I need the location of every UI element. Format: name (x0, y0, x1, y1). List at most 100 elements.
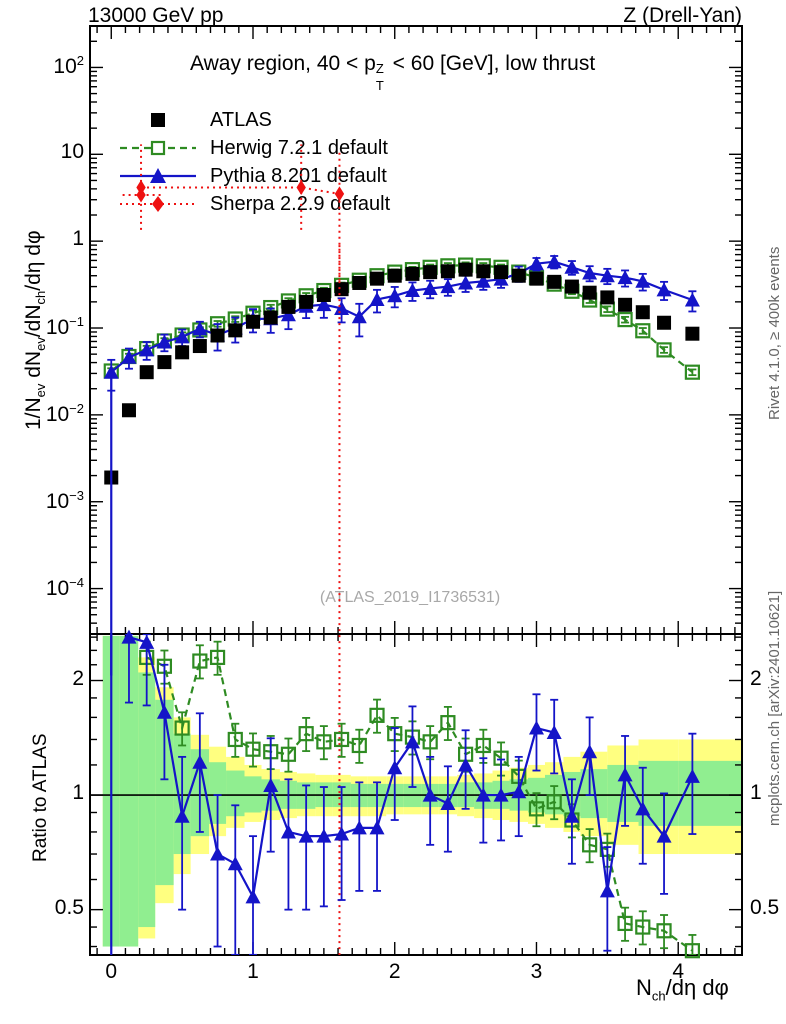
marker-square-filled (494, 265, 509, 280)
marker-triangle-filled (511, 784, 527, 799)
marker-triangle-filled (139, 634, 155, 649)
legend-item-pythia[interactable]: Pythia 8.201 default (118, 163, 387, 189)
y-tick-label-main: 10−3 (45, 487, 84, 513)
legend-label: Sherpa 2.2.9 default (210, 192, 391, 215)
marker-square-open (684, 943, 700, 959)
marker-triangle-filled (280, 307, 296, 322)
marker-square-filled (192, 339, 207, 354)
marker-triangle-filled (298, 828, 314, 843)
x-tick-label: 0 (105, 960, 118, 983)
marker-square-open (298, 726, 314, 742)
legend-label: Pythia 8.201 default (210, 164, 387, 187)
ratio-tick-label-right: 2 (750, 666, 762, 690)
marker-square-open (656, 342, 672, 358)
plot-title-sub: T (375, 78, 384, 93)
marker-square-filled (228, 323, 243, 338)
marker-triangle-filled (564, 259, 580, 274)
x-axis-label-sub: ch (651, 988, 666, 1004)
plot-title-pre: Away region, 40 < p (190, 52, 376, 75)
legend-label: ATLAS (210, 108, 272, 131)
marker-square-filled (299, 294, 314, 309)
ratio-band-inner (119, 635, 139, 947)
x-tick-label: 3 (530, 960, 543, 983)
marker-square-open (174, 720, 190, 736)
legend-item-sherpa[interactable]: Sherpa 2.2.9 default (118, 191, 390, 217)
y-tick-label-main: 10−4 (45, 574, 84, 600)
marker-square-open (617, 915, 633, 932)
marker-triangle-filled (422, 281, 438, 296)
marker-square-filled (263, 310, 278, 325)
marker-triangle-filled (369, 820, 385, 835)
marker-square-filled (635, 305, 650, 320)
marker-square-filled (657, 315, 672, 330)
marker-square-filled (281, 299, 296, 314)
marker-triangle-filled (582, 744, 598, 759)
x-axis-label: Nch/dη dφ (636, 975, 729, 1003)
marker-triangle-filled (316, 828, 332, 843)
marker-square-filled (564, 279, 579, 294)
marker-triangle-filled (192, 321, 208, 336)
marker-square-filled (458, 262, 473, 277)
marker-triangle-filled (458, 757, 474, 772)
marker-square-filled (685, 326, 700, 341)
marker-square-filled (476, 264, 491, 279)
marker-square-open (546, 794, 562, 810)
marker-triangle-filled (617, 270, 633, 285)
ratio-band-inner (638, 760, 679, 826)
ratio-band-inner (226, 770, 245, 817)
marker-triangle-filled (582, 265, 598, 280)
marker-diamond-filled (296, 179, 306, 195)
legend-item-herwig[interactable]: Herwig 7.2.1 default (118, 135, 388, 161)
x-tick-label: 4 (672, 960, 685, 983)
y-tick-label-main: 10−2 (45, 400, 84, 426)
marker-square-filled (210, 328, 225, 343)
marker-square-filled (370, 271, 385, 286)
marker-square-open (656, 923, 672, 939)
marker-square-filled (139, 365, 154, 380)
marker-triangle-filled (351, 309, 367, 324)
plot-title-sup: Z (375, 61, 384, 76)
marker-triangle-filled (475, 787, 491, 802)
marker-triangle-filled (245, 889, 261, 904)
marker-triangle-filled (174, 808, 190, 823)
marker-triangle-filled (458, 275, 474, 290)
marker-triangle-filled (369, 291, 385, 306)
marker-square-open (316, 734, 332, 750)
marker-triangle-filled (210, 846, 226, 861)
legend-marker-square-open (120, 140, 196, 156)
marker-square-open (333, 731, 350, 748)
ratio-band-inner (138, 672, 156, 928)
y-tick-label-main: 10 (60, 140, 84, 164)
marker-square-filled (600, 290, 615, 305)
marker-diamond-filled (136, 187, 146, 203)
marker-square-filled (405, 266, 420, 281)
marker-triangle-filled (316, 297, 332, 312)
marker-triangle-filled (635, 801, 651, 816)
marker-square-filled (157, 355, 172, 370)
marker-square-open (617, 311, 633, 328)
marker-square-open (422, 734, 438, 750)
marker-square-open (475, 737, 491, 754)
marker-triangle-filled (156, 334, 172, 349)
x-axis-label-main: N (636, 975, 652, 1000)
marker-triangle-filled (121, 349, 137, 364)
marker-square-open (209, 649, 226, 666)
legend-label: Herwig 7.2.1 default (210, 136, 388, 159)
ratio-tick-label-left: 0.5 (54, 895, 84, 919)
y-tick-label-main: 1 (72, 227, 84, 251)
marker-square-open (528, 801, 545, 817)
marker-triangle-filled (280, 824, 296, 839)
marker-triangle-filled (493, 787, 509, 802)
marker-triangle-filled (656, 828, 672, 843)
marker-square-filled (529, 271, 544, 286)
ratio-band-inner (155, 699, 174, 886)
marker-triangle-filled (103, 364, 119, 379)
ratio-band-inner (209, 762, 227, 824)
marker-triangle-filled (351, 820, 367, 835)
x-tick-label: 2 (388, 960, 401, 983)
marker-triangle-filled (334, 300, 350, 315)
legend-item-atlas[interactable]: ATLAS (118, 107, 272, 133)
marker-triangle-filled (475, 273, 491, 288)
